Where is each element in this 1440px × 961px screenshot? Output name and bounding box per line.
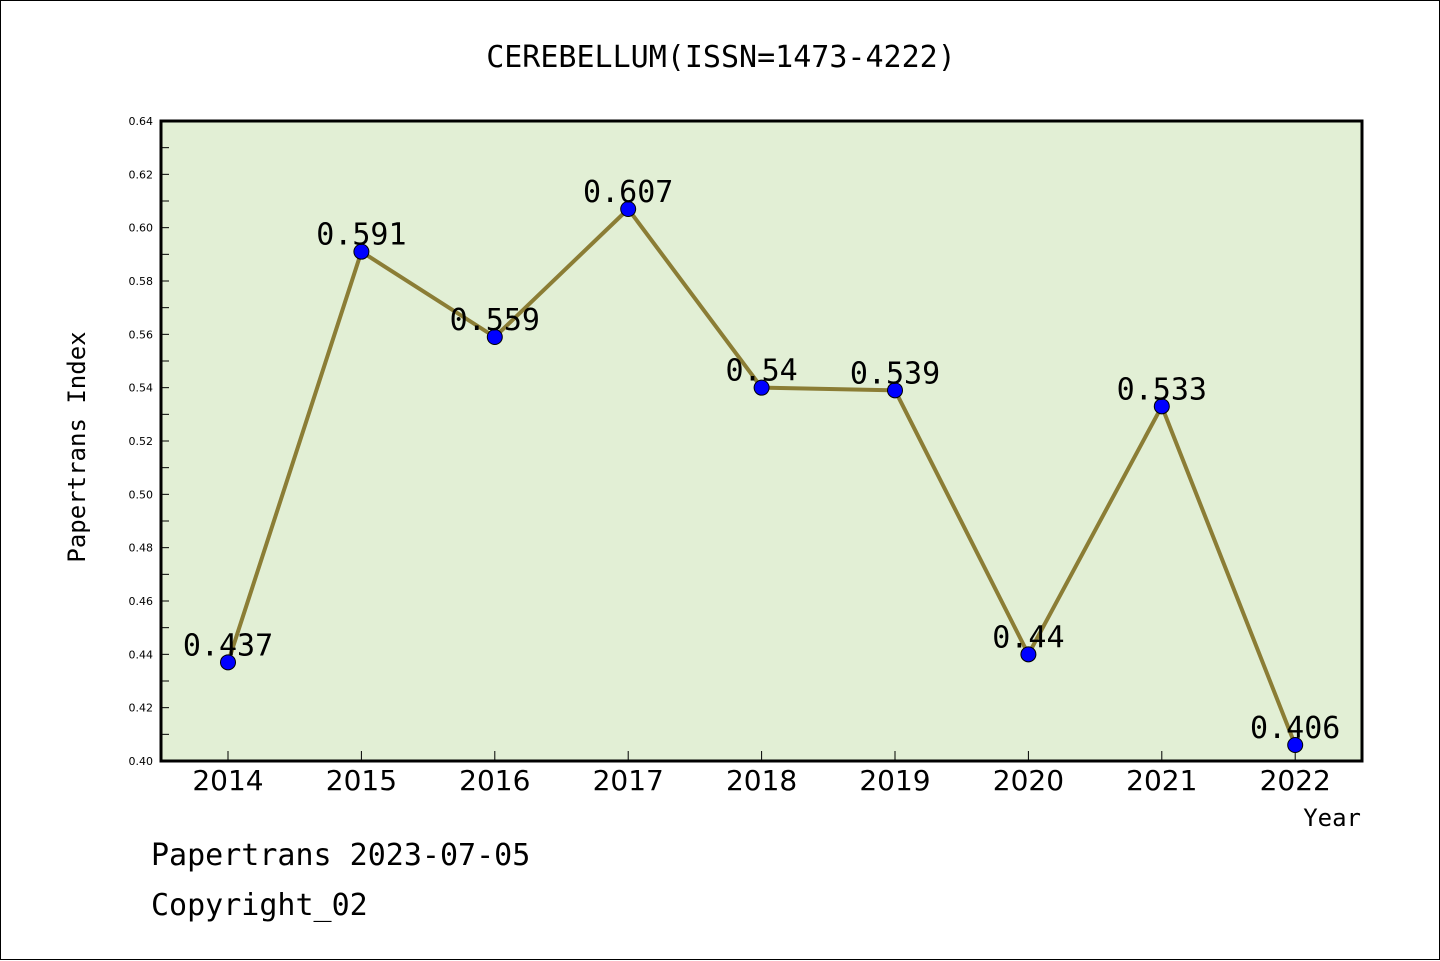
data-label: 0.559	[450, 303, 540, 338]
data-point-marker	[753, 379, 770, 396]
y-tick-label: 0.62	[129, 168, 154, 181]
x-tick-label: 2017	[593, 764, 664, 797]
y-tick-label: 0.56	[129, 328, 154, 341]
data-label: 0.607	[583, 175, 673, 210]
data-label: 0.44	[992, 620, 1064, 655]
data-label: 0.591	[316, 218, 406, 253]
chart-title: CEREBELLUM(ISSN=1473-4222)	[486, 40, 956, 75]
x-tick-label: 2015	[326, 764, 397, 797]
data-point-marker	[1153, 398, 1170, 415]
plot-area	[159, 119, 1364, 763]
y-tick-label: 0.42	[129, 702, 154, 715]
data-point-marker	[220, 654, 236, 671]
data-label: 0.437	[183, 628, 273, 663]
y-tick-label: 0.52	[129, 435, 154, 448]
y-tick-label: 0.48	[129, 542, 154, 555]
y-axis-label: Papertrans Index	[63, 331, 91, 562]
y-tick-label: 0.44	[129, 648, 154, 661]
y-tick-label: 0.64	[129, 115, 154, 128]
y-tick-label: 0.46	[129, 595, 154, 608]
y-tick-label: 0.58	[129, 275, 154, 288]
x-axis-ticks: 2014 2015 2016 2017 2018 2019 2020 2021 2022	[192, 751, 1331, 797]
data-label: 0.406	[1250, 711, 1340, 746]
data-label: 0.533	[1117, 372, 1207, 407]
x-tick-label: 2016	[459, 764, 530, 797]
data-point-marker	[887, 382, 903, 399]
x-tick-label: 2022	[1260, 764, 1331, 797]
y-tick-label: 0.40	[129, 755, 154, 768]
data-point-marker	[1020, 646, 1037, 663]
y-axis-ticks: 0.40 0.42 0.44 0.46 0.48 0.50 0.52 0.54 0.56 0.58…	[129, 115, 169, 768]
x-axis-label: Year	[1303, 804, 1361, 832]
data-point-marker	[1287, 737, 1304, 753]
data-label: 0.539	[850, 356, 940, 391]
data-point-marker	[353, 243, 370, 260]
x-tick-label: 2018	[726, 764, 797, 797]
x-tick-label: 2019	[859, 764, 930, 797]
data-label: 0.54	[725, 354, 797, 389]
series-line-group	[220, 201, 1304, 753]
y-tick-label: 0.50	[129, 488, 154, 501]
footer-copyright: Copyright_02	[151, 888, 368, 923]
x-tick-label: 2014	[192, 764, 263, 797]
y-tick-label: 0.54	[129, 382, 154, 395]
data-point-marker	[486, 329, 503, 345]
data-point-marker	[620, 201, 637, 217]
y-tick-label: 0.60	[129, 222, 154, 235]
footer-date: Papertrans 2023-07-05	[151, 838, 530, 873]
data-label-group: 0.437 0.591 0.559 0.607 0.54 0.539 0.44 0.533 0.…	[183, 175, 1341, 746]
x-tick-label: 2021	[1126, 764, 1197, 797]
x-tick-label: 2020	[993, 764, 1064, 797]
